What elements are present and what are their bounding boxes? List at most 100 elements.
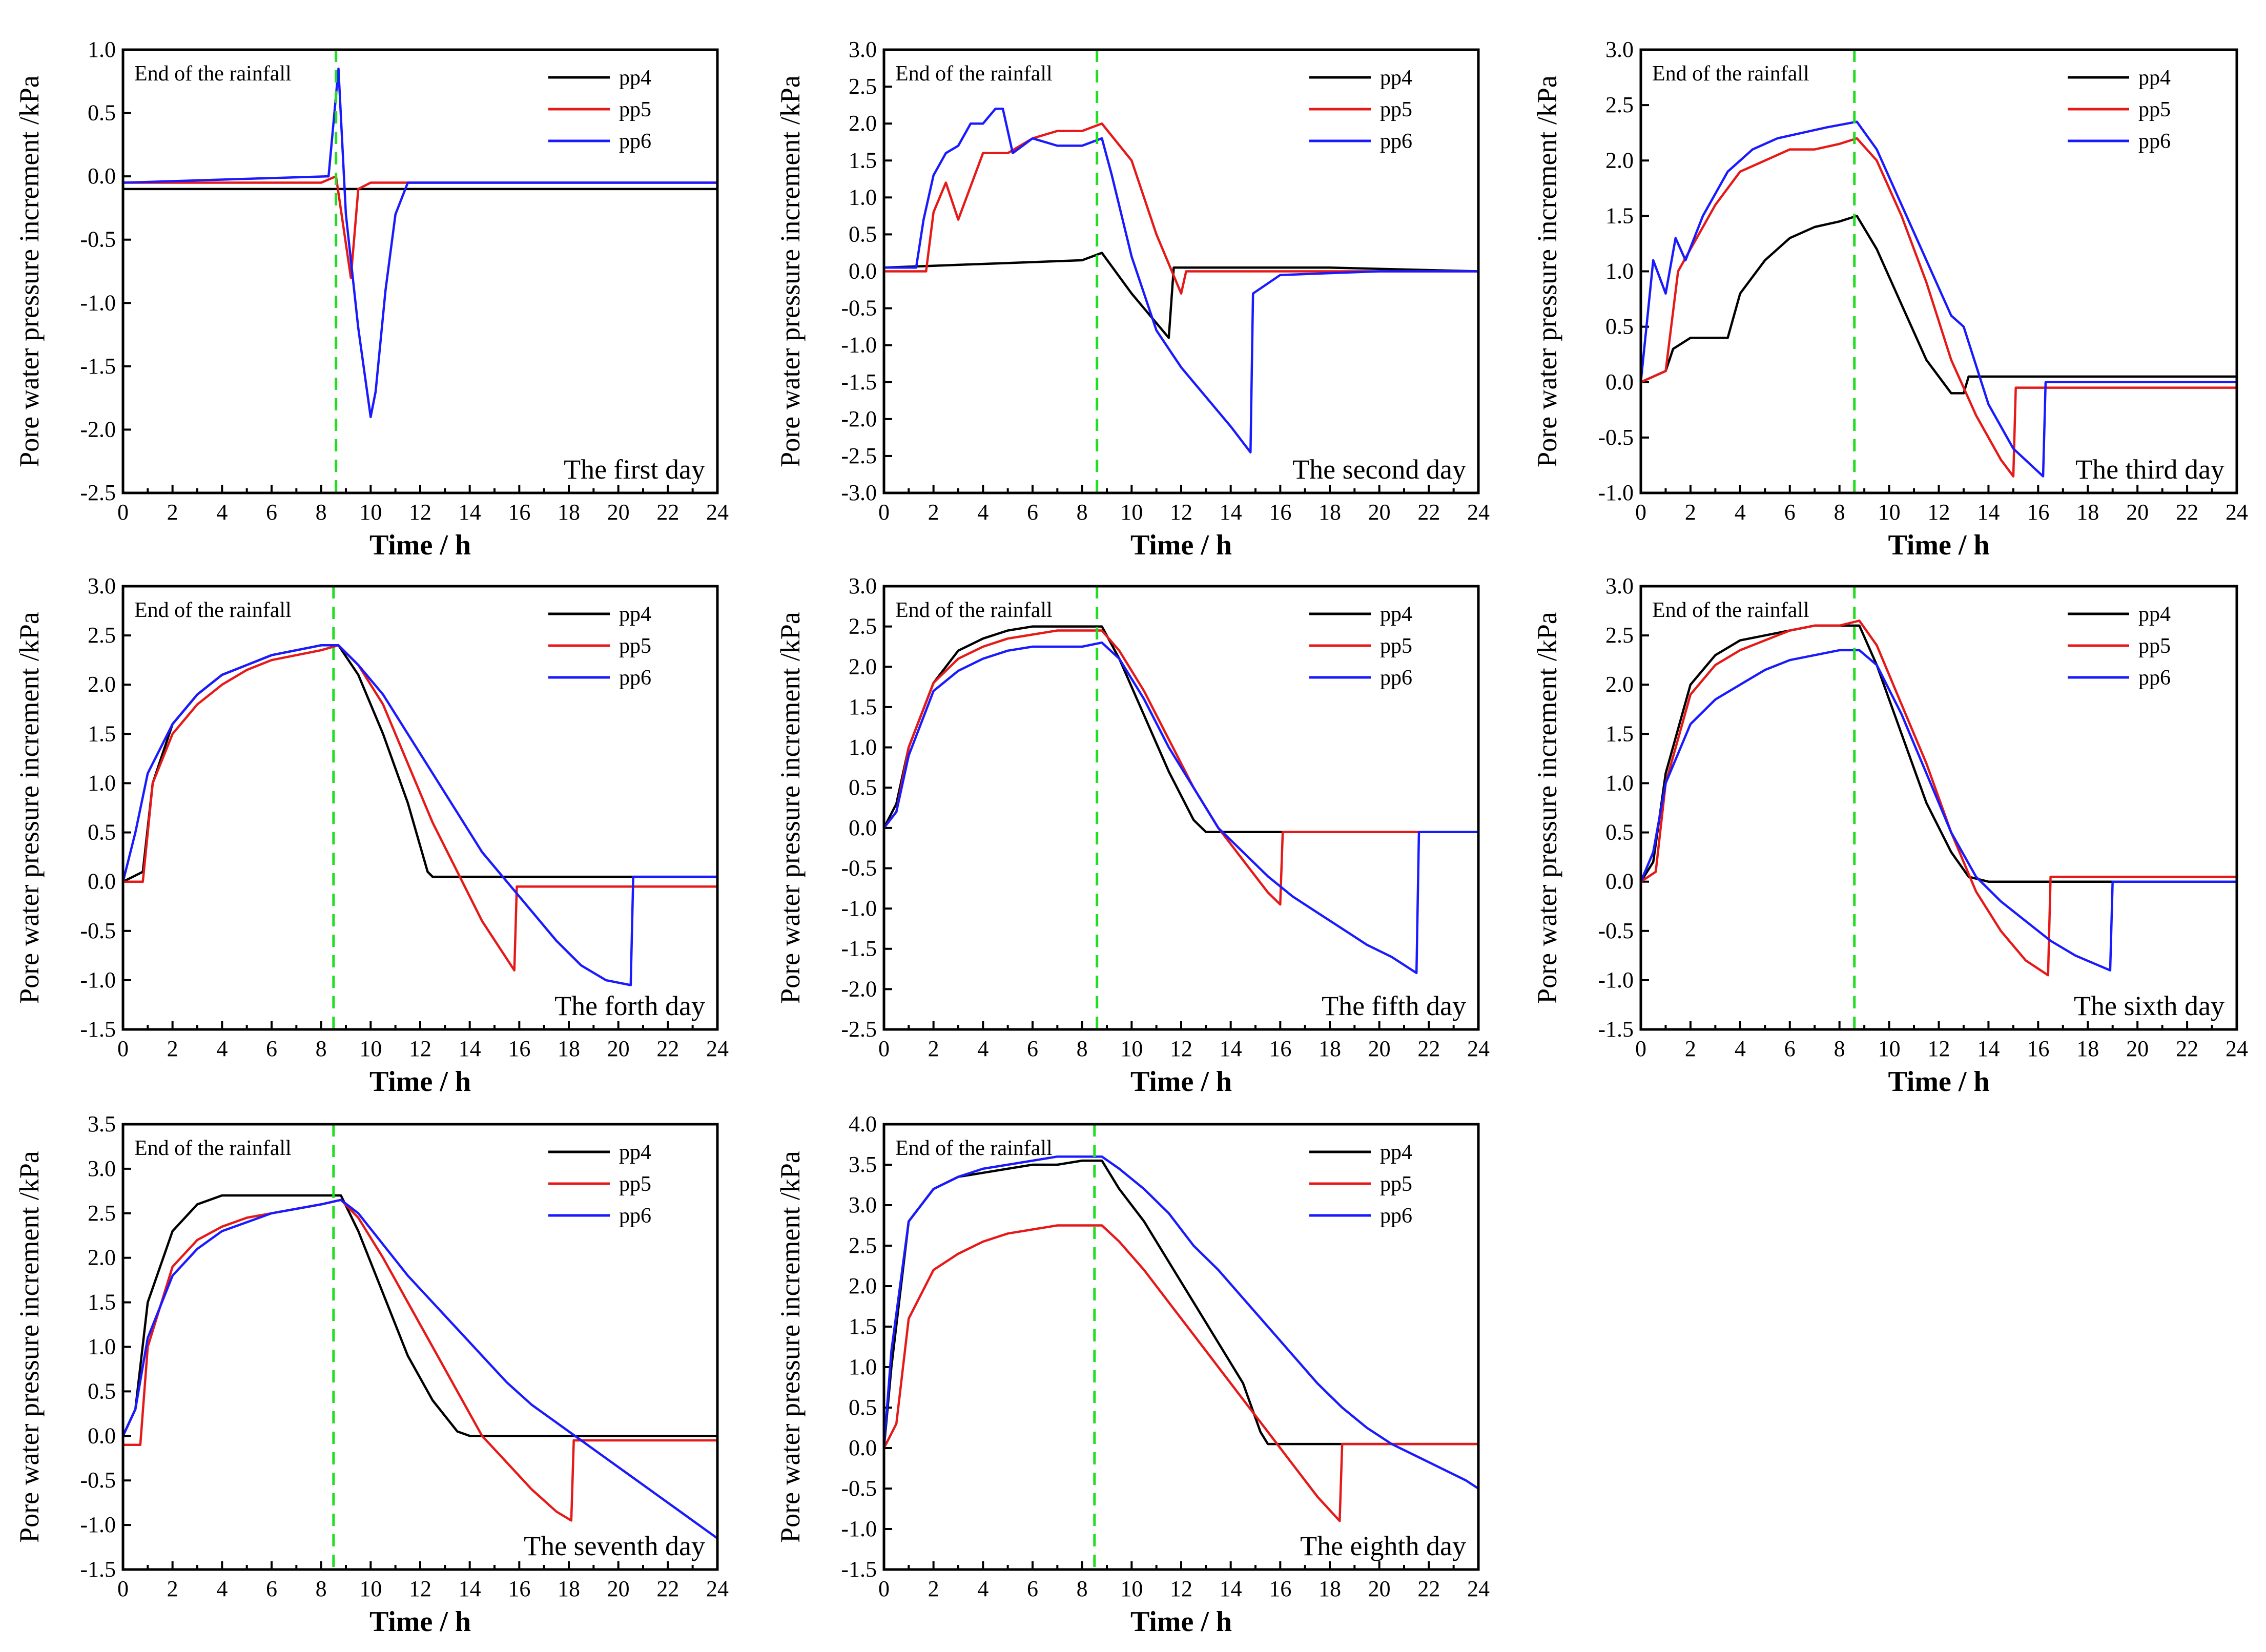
x-tick-label: 10 xyxy=(1120,1576,1143,1601)
series-line-pp5 xyxy=(884,122,1478,295)
series-group xyxy=(1641,120,2237,478)
legend-label-pp5: pp5 xyxy=(1380,98,1412,121)
x-tick-label: 0 xyxy=(117,1576,129,1601)
legend-label-pp5: pp5 xyxy=(619,98,651,121)
x-tick-label: 4 xyxy=(216,1036,228,1061)
series-line-pp6 xyxy=(123,644,717,986)
y-tick-label: -0.5 xyxy=(841,855,877,880)
series-line-pp5 xyxy=(1641,620,2237,977)
x-tick-label: 16 xyxy=(1269,1036,1291,1061)
y-tick-label: 1.5 xyxy=(849,148,877,173)
x-tick-label: 14 xyxy=(1977,500,2000,525)
rain-end-annotation: End of the rainfall xyxy=(1652,62,1809,86)
x-tick-label: 16 xyxy=(508,1036,530,1061)
legend-label-pp6: pp6 xyxy=(619,1204,651,1228)
x-tick-label: 18 xyxy=(558,500,580,525)
y-tick-label: -1.5 xyxy=(841,369,877,395)
series-line-pp6 xyxy=(123,67,717,418)
y-tick-label: 2.5 xyxy=(1605,92,1634,117)
x-tick-label: 14 xyxy=(1220,1036,1242,1061)
series-group xyxy=(884,108,1478,453)
y-tick-label: -0.5 xyxy=(80,918,116,943)
x-tick-label: 10 xyxy=(1120,1036,1143,1061)
y-tick-label: 2.5 xyxy=(88,1201,116,1226)
panel-title: The fifth day xyxy=(1322,990,1466,1021)
y-tick-label: 3.0 xyxy=(88,573,116,598)
y-tick-label: 1.0 xyxy=(88,1334,116,1359)
x-tick-label: 10 xyxy=(1878,1036,1901,1061)
legend-label-pp4: pp4 xyxy=(619,66,651,90)
x-tick-label: 2 xyxy=(928,1576,939,1601)
x-tick-label: 8 xyxy=(1077,500,1088,525)
x-tick-label: 8 xyxy=(316,1576,327,1601)
x-tick-label: 4 xyxy=(977,1576,988,1601)
rain-end-annotation: End of the rainfall xyxy=(134,62,292,86)
y-tick-label: 0.0 xyxy=(1605,869,1634,894)
x-tick-label: 8 xyxy=(316,500,327,525)
x-tick-label: 4 xyxy=(1735,500,1746,525)
rain-end-annotation: End of the rainfall xyxy=(895,1137,1053,1160)
y-tick-label: -1.0 xyxy=(80,290,116,315)
series-line-pp4 xyxy=(1641,215,2237,395)
series-group xyxy=(123,1194,717,1540)
x-tick-label: 12 xyxy=(409,500,431,525)
chart-panel-1: 1.00.50.0-0.5-1.0-1.5-2.0-2.50 2 4 6 8 10 12 14… xyxy=(14,37,729,561)
y-tick-label: 1.5 xyxy=(849,694,877,719)
x-tick-label: 0 xyxy=(1635,500,1646,525)
x-tick-label: 10 xyxy=(359,1036,382,1061)
panel-title: The second day xyxy=(1292,454,1466,485)
y-tick-label: -0.5 xyxy=(841,1476,877,1501)
x-tick-label: 12 xyxy=(409,1036,431,1061)
x-tick-label: 14 xyxy=(1977,1036,2000,1061)
series-group xyxy=(123,67,717,418)
series-line-pp5 xyxy=(884,629,1478,906)
y-tick-label: 1.0 xyxy=(88,37,116,62)
y-axis-label: Pore water pressure increment /kPa xyxy=(14,1151,45,1543)
series-line-pp6 xyxy=(1641,649,2237,972)
x-tick-label: 24 xyxy=(2226,500,2248,525)
y-tick-label: 0.5 xyxy=(88,820,116,845)
x-tick-label: 8 xyxy=(1077,1036,1088,1061)
plot-frame xyxy=(121,48,719,494)
x-tick-label: 6 xyxy=(266,1576,277,1601)
series-line-pp4 xyxy=(884,252,1478,339)
x-tick-label: 16 xyxy=(508,1576,530,1601)
x-tick-label: 24 xyxy=(2226,1036,2248,1061)
x-tick-label: 22 xyxy=(2176,500,2198,525)
y-tick-label: -1.0 xyxy=(80,967,116,993)
x-tick-label: 18 xyxy=(1319,1036,1341,1061)
x-tick-label: 4 xyxy=(216,1576,228,1601)
x-tick-label: 12 xyxy=(1170,500,1192,525)
y-tick-label: 1.0 xyxy=(1605,259,1634,284)
y-tick-label: -0.5 xyxy=(1598,425,1634,450)
legend-label-pp6: pp6 xyxy=(1380,130,1412,153)
series-line-pp5 xyxy=(123,1199,717,1522)
x-tick-label: 8 xyxy=(1077,1576,1088,1601)
y-tick-label: 0.5 xyxy=(1605,314,1634,339)
legend-label-pp4: pp4 xyxy=(2138,66,2171,90)
x-tick-label: 18 xyxy=(2076,1036,2099,1061)
x-tick-label: 6 xyxy=(1784,500,1796,525)
x-tick-label: 2 xyxy=(1685,500,1696,525)
legend-label-pp5: pp5 xyxy=(619,1172,651,1196)
y-tick-label: -0.5 xyxy=(841,296,877,321)
x-tick-label: 20 xyxy=(2126,1036,2149,1061)
y-tick-label: 2.0 xyxy=(849,654,877,679)
x-tick-label: 16 xyxy=(2027,1036,2049,1061)
y-tick-label: 2.0 xyxy=(88,672,116,697)
x-tick-label: 18 xyxy=(1319,1576,1341,1601)
x-tick-label: 10 xyxy=(1878,500,1901,525)
y-tick-label: 1.5 xyxy=(849,1314,877,1339)
y-tick-label: 0.0 xyxy=(849,259,877,284)
legend-label-pp4: pp4 xyxy=(1380,1141,1412,1164)
y-tick-label: -0.5 xyxy=(80,1468,116,1493)
rain-end-annotation: End of the rainfall xyxy=(1652,598,1809,622)
x-tick-label: 20 xyxy=(607,500,630,525)
series-line-pp6 xyxy=(884,108,1478,453)
x-tick-label: 22 xyxy=(2176,1036,2198,1061)
series-line-pp4 xyxy=(1641,624,2237,883)
y-axis-label: Pore water pressure increment /kPa xyxy=(775,612,806,1004)
x-tick-label: 10 xyxy=(359,1576,382,1601)
y-tick-label: 2.5 xyxy=(1605,623,1634,648)
